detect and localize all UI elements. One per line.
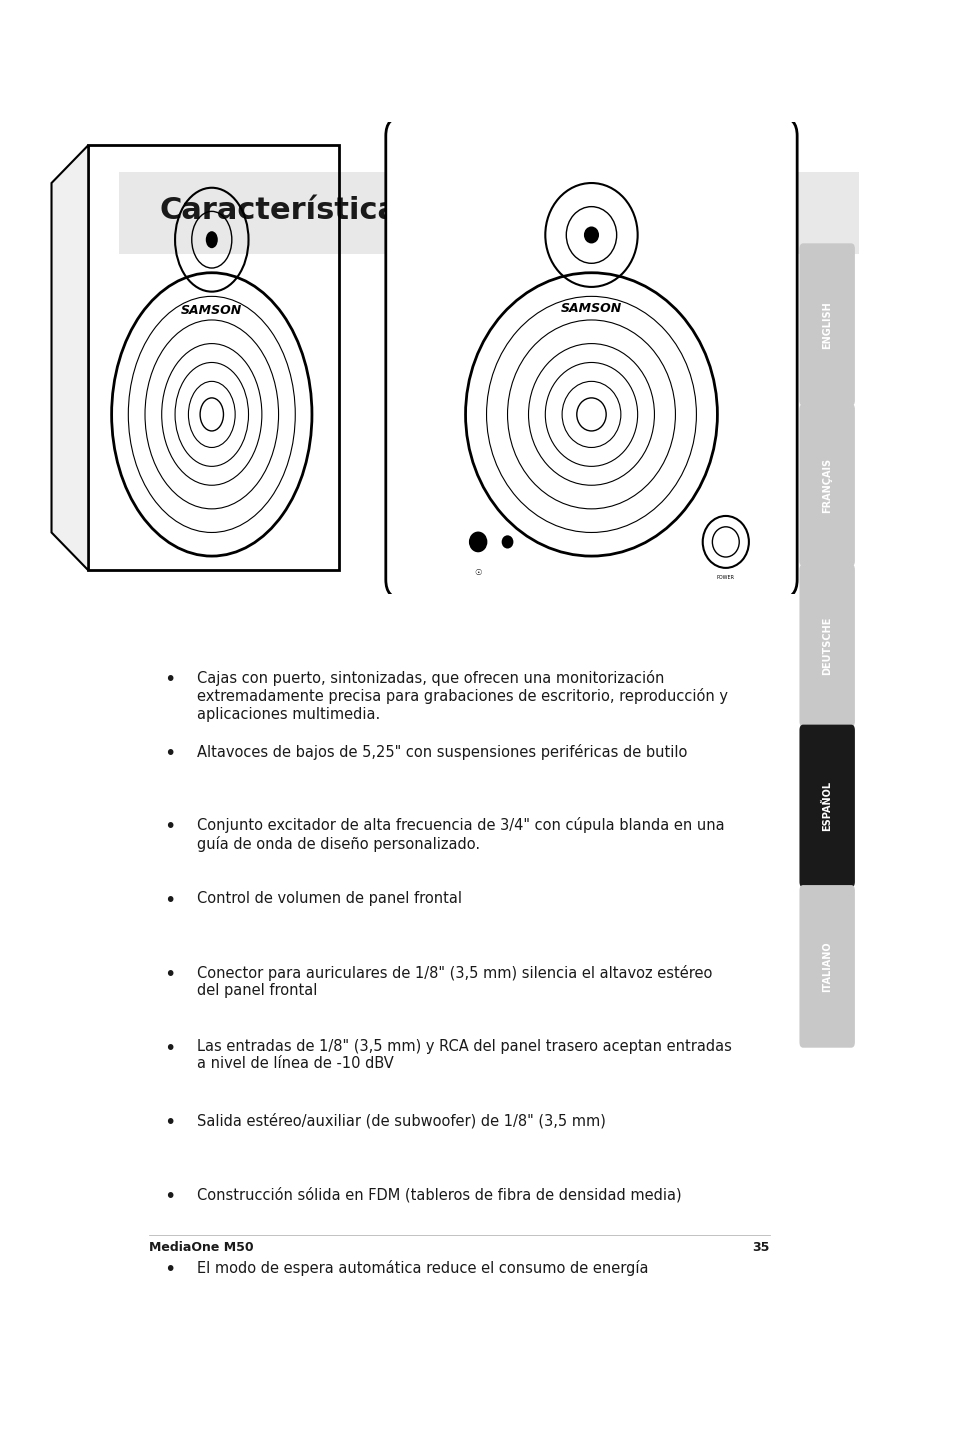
Text: •: •	[164, 1261, 175, 1279]
Polygon shape	[51, 146, 88, 571]
Text: •: •	[164, 892, 175, 910]
Text: El modo de espera automática reduce el consumo de energía: El modo de espera automática reduce el c…	[196, 1261, 648, 1276]
Text: Altavoces de bajos de 5,25" con suspensiones periféricas de butilo: Altavoces de bajos de 5,25" con suspensi…	[196, 744, 686, 760]
Text: ☉: ☉	[474, 568, 481, 577]
Text: •: •	[164, 817, 175, 836]
Circle shape	[200, 398, 223, 431]
FancyBboxPatch shape	[799, 564, 854, 727]
Text: Conector para auriculares de 1/8" (3,5 mm) silencia el altavoz estéreo
del panel: Conector para auriculares de 1/8" (3,5 m…	[196, 964, 712, 999]
Text: ENGLISH: ENGLISH	[821, 301, 831, 349]
FancyBboxPatch shape	[799, 243, 854, 406]
FancyBboxPatch shape	[799, 404, 854, 567]
Circle shape	[469, 531, 487, 552]
Circle shape	[577, 398, 605, 431]
Text: •: •	[164, 744, 175, 763]
Text: •: •	[164, 1186, 175, 1205]
Text: FRANÇAIS: FRANÇAIS	[821, 458, 831, 512]
Text: Cajas con puerto, sintonizadas, que ofrecen una monitorización
extremadamente pr: Cajas con puerto, sintonizadas, que ofre…	[196, 670, 727, 721]
Circle shape	[583, 226, 598, 243]
Text: Construcción sólida en FDM (tableros de fibra de densidad media): Construcción sólida en FDM (tableros de …	[196, 1186, 680, 1202]
Text: ITALIANO: ITALIANO	[821, 942, 831, 992]
Circle shape	[206, 232, 217, 248]
Text: Conjunto excitador de alta frecuencia de 3/4" con cúpula blanda en una
guía de o: Conjunto excitador de alta frecuencia de…	[196, 817, 723, 851]
Text: SAMSON: SAMSON	[560, 302, 621, 315]
Text: ESPAÑOL: ESPAÑOL	[821, 781, 831, 831]
Text: DEUTSCHE: DEUTSCHE	[821, 617, 831, 674]
Text: •: •	[164, 1039, 175, 1058]
FancyBboxPatch shape	[385, 117, 797, 598]
Text: Control de volumen de panel frontal: Control de volumen de panel frontal	[196, 892, 461, 906]
Text: SAMSON: SAMSON	[181, 303, 242, 318]
Text: Salida estéreo/auxiliar (de subwoofer) de 1/8" (3,5 mm): Salida estéreo/auxiliar (de subwoofer) d…	[196, 1113, 605, 1128]
Text: •: •	[164, 964, 175, 985]
FancyBboxPatch shape	[799, 724, 854, 887]
Text: MediaOne M50: MediaOne M50	[149, 1241, 253, 1254]
Text: Las entradas de 1/8" (3,5 mm) y RCA del panel trasero aceptan entradas
a nivel d: Las entradas de 1/8" (3,5 mm) y RCA del …	[196, 1039, 731, 1072]
Text: POWER: POWER	[716, 575, 734, 580]
Circle shape	[501, 535, 513, 548]
FancyBboxPatch shape	[119, 172, 858, 255]
Text: 35: 35	[752, 1241, 769, 1254]
Text: •: •	[164, 670, 175, 688]
FancyBboxPatch shape	[799, 884, 854, 1047]
Text: Características: Características	[160, 196, 416, 225]
Text: •: •	[164, 1113, 175, 1132]
